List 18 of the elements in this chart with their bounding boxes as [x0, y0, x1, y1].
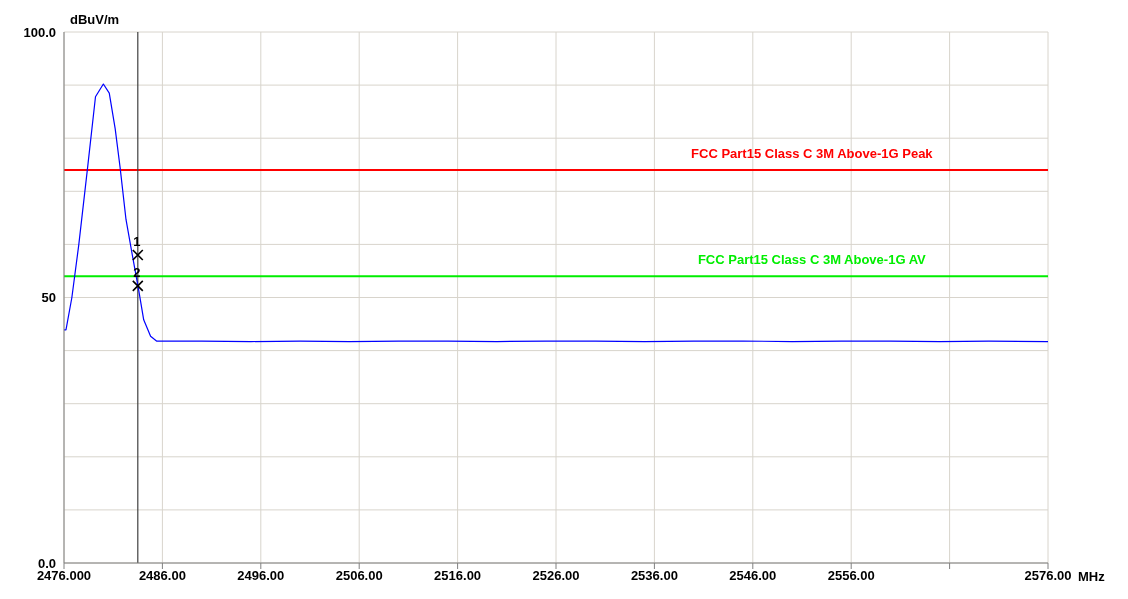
x-tick-label: 2576.00	[1024, 568, 1072, 584]
x-tick-label: 2516.00	[434, 568, 482, 584]
ref-line-label: FCC Part15 Class C 3M Above-1G Peak	[691, 146, 934, 162]
x-tick-label: 2506.00	[335, 568, 383, 584]
y-axis-title: dBuV/m	[70, 12, 120, 27]
y-tick-label: 100.0	[23, 24, 56, 40]
x-tick-label: 2486.00	[138, 568, 186, 584]
x-tick-label: 2526.00	[532, 568, 580, 584]
y-tick-label: 0.0	[37, 555, 56, 571]
x-tick-label: 2536.00	[630, 568, 678, 584]
ref-line-label: FCC Part15 Class C 3M Above-1G AV	[697, 252, 927, 268]
x-tick-label: 2496.00	[237, 568, 285, 584]
y-tick-label: 50	[41, 290, 56, 306]
x-tick-label: 2546.00	[729, 568, 777, 584]
x-axis-title: MHz	[1078, 569, 1106, 584]
line-series	[64, 83, 1048, 343]
x-tick-label: 2476.000	[36, 568, 92, 584]
x-tick-label: 2556.00	[827, 568, 875, 584]
